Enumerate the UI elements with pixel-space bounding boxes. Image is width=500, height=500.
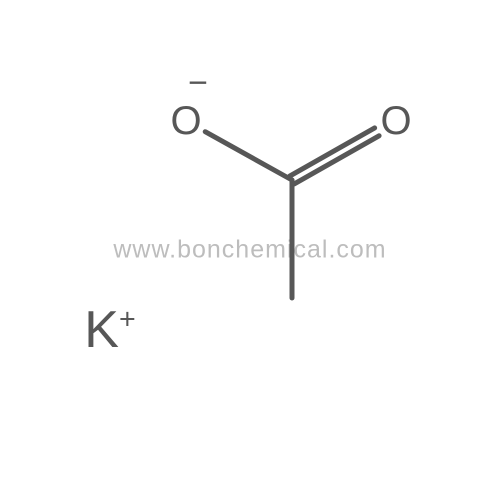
oxygen-right-label: O bbox=[380, 101, 411, 141]
potassium-cation-label: K+ bbox=[84, 304, 135, 356]
negative-charge-label: − bbox=[188, 66, 208, 100]
oxygen-left-label: O bbox=[170, 101, 201, 141]
molecule-canvas: www.bonchemical.com O − O K+ bbox=[0, 0, 500, 500]
bond-layer bbox=[0, 0, 500, 500]
